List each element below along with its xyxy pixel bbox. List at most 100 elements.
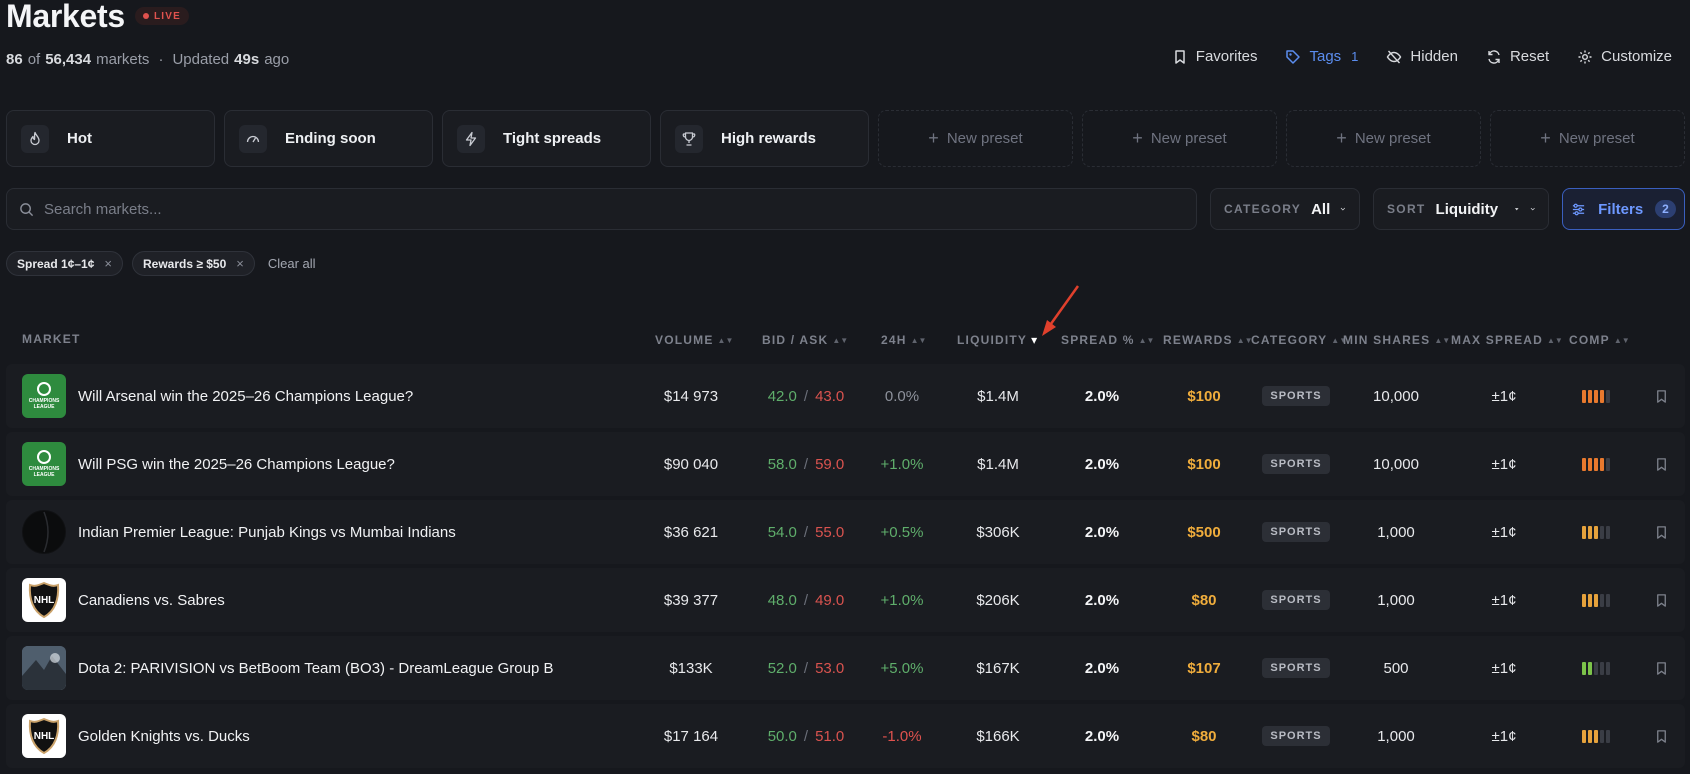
filters-button[interactable]: Filters 2 (1562, 188, 1685, 230)
comp-bar (1594, 593, 1598, 607)
comp-bar (1600, 525, 1604, 539)
column-header-min-shares[interactable]: MIN SHARES ▲▼ (1343, 333, 1450, 347)
preset-high-rewards[interactable]: High rewards (660, 110, 869, 167)
category-select[interactable]: CATEGORY All (1210, 188, 1360, 230)
column-header-comp[interactable]: COMP ▲▼ (1569, 333, 1630, 347)
category-badge: SPORTS (1262, 590, 1330, 610)
bookmark-icon (1656, 457, 1666, 471)
market-name[interactable]: Canadiens vs. Sabres (78, 591, 225, 609)
bookmark-button[interactable] (1649, 568, 1673, 632)
table-row[interactable]: NHL Canadiens vs. Sabres $39 377 48.0 / 49.0 +… (6, 568, 1685, 632)
column-header-category[interactable]: CATEGORY ▲▼ (1251, 333, 1347, 347)
column-header-market[interactable]: MARKET (22, 332, 81, 346)
sort-icon: ▲▼ (1138, 335, 1155, 345)
volume-cell: $90 040 (663, 455, 719, 473)
column-header-max-spread[interactable]: MAX SPREAD ▲▼ (1451, 333, 1563, 347)
liquidity-cell: $206K (976, 591, 1020, 609)
bid-ask-cell: 50.0 / 51.0 (754, 704, 858, 768)
filter-chip-rewards[interactable]: Rewards ≥ $50 × (131, 251, 255, 276)
column-header-24h[interactable]: 24H ▲▼ (881, 333, 926, 347)
reset-button[interactable]: Reset (1486, 48, 1549, 65)
liquidity-cell: $1.4M (977, 387, 1019, 405)
bid-ask-separator: / (803, 523, 809, 541)
category-select-label: CATEGORY (1224, 202, 1302, 216)
column-header-volume[interactable]: VOLUME ▲▼ (655, 333, 733, 347)
change-24h-cell: +0.5% (880, 523, 924, 541)
bid-value: 48.0 (767, 591, 797, 609)
sort-select-label: SORT (1387, 202, 1426, 216)
bookmark-button[interactable] (1649, 500, 1673, 564)
favorites-button[interactable]: Favorites (1172, 48, 1257, 65)
close-icon[interactable]: × (104, 256, 112, 271)
comp-bar (1582, 593, 1586, 607)
competition-meter (1576, 636, 1616, 700)
market-name[interactable]: Indian Premier League: Punjab Kings vs M… (78, 523, 456, 541)
new-preset-button[interactable]: + New preset (1286, 110, 1481, 167)
bid-ask-separator: / (803, 591, 809, 609)
new-preset-button[interactable]: + New preset (878, 110, 1073, 167)
new-preset-label: New preset (946, 130, 1023, 147)
volume-cell: $133K (669, 659, 713, 677)
preset-ending-soon[interactable]: Ending soon (224, 110, 433, 167)
bookmark-button[interactable] (1649, 636, 1673, 700)
live-label: LIVE (154, 10, 182, 22)
ask-value: 51.0 (815, 727, 845, 745)
sort-icon: ▲▼ (910, 335, 927, 345)
hidden-label: Hidden (1410, 48, 1458, 65)
max-spread-cell: ±1¢ (1491, 523, 1517, 541)
sort-select[interactable]: SORT Liquidity (1373, 188, 1549, 230)
hidden-button[interactable]: Hidden (1386, 48, 1458, 65)
market-name[interactable]: Dota 2: PARIVISION vs BetBoom Team (BO3)… (78, 659, 554, 677)
column-label: LIQUIDITY (957, 333, 1028, 347)
thumb-text: CHAMPIONS LEAGUE (28, 398, 60, 410)
preset-label: High rewards (721, 130, 817, 147)
ask-value: 49.0 (815, 591, 845, 609)
tags-button[interactable]: Tags 1 (1285, 48, 1358, 65)
table-row[interactable]: Indian Premier League: Punjab Kings vs M… (6, 500, 1685, 564)
column-label: MIN SHARES (1343, 333, 1431, 347)
preset-tight-spreads[interactable]: Tight spreads (442, 110, 651, 167)
preset-hot[interactable]: Hot (6, 110, 215, 167)
bookmark-button[interactable] (1649, 704, 1673, 768)
liquidity-cell: $1.4M (977, 455, 1019, 473)
filters-label: Filters (1598, 200, 1644, 218)
category-badge: SPORTS (1262, 726, 1330, 746)
column-header-spread[interactable]: SPREAD % ▲▼ (1061, 333, 1154, 347)
column-header-liquidity[interactable]: LIQUIDITY ▾ (957, 333, 1037, 347)
comp-bar (1582, 525, 1586, 539)
plus-icon: + (1132, 128, 1143, 148)
column-header-bid-ask[interactable]: BID / ASK ▲▼ (762, 333, 848, 347)
spread-cell: 2.0% (1084, 659, 1120, 677)
filter-chip-spread[interactable]: Spread 1¢–1¢ × (6, 251, 123, 276)
rewards-cell: $80 (1191, 727, 1217, 745)
new-preset-button[interactable]: + New preset (1082, 110, 1277, 167)
max-spread-cell: ±1¢ (1491, 591, 1517, 609)
bid-ask-separator: / (803, 727, 809, 745)
bookmark-button[interactable] (1649, 364, 1673, 428)
min-shares-cell: 1,000 (1377, 523, 1415, 541)
comp-bar (1588, 525, 1592, 539)
chevron-down-icon (1530, 207, 1535, 211)
sort-direction-icon[interactable] (1514, 203, 1519, 215)
table-row[interactable]: NHL Golden Knights vs. Ducks $17 164 50.0/5… (6, 704, 1685, 768)
clear-all-link[interactable]: Clear all (267, 256, 316, 271)
max-spread-cell: ±1¢ (1491, 455, 1517, 473)
bookmark-button[interactable] (1649, 432, 1673, 496)
bid-ask-separator: / (803, 455, 809, 473)
market-name[interactable]: Golden Knights vs. Ducks (78, 727, 250, 745)
market-name[interactable]: Will Arsenal win the 2025–26 Champions L… (78, 387, 414, 405)
table-row[interactable]: Dota 2: PARIVISION vs BetBoom Team (BO3)… (6, 636, 1685, 700)
close-icon[interactable]: × (236, 256, 244, 271)
search-input[interactable] (44, 200, 1144, 218)
category-select-value: All (1311, 200, 1331, 218)
table-row[interactable]: CHAMPIONS LEAGUE Will PSG win the 2025–26… (6, 432, 1685, 496)
new-preset-button[interactable]: + New preset (1490, 110, 1685, 167)
chevron-down-icon (1340, 207, 1346, 211)
table-row[interactable]: CHAMPIONS LEAGUE Will Arsenal win the 202… (6, 364, 1685, 428)
customize-button[interactable]: Customize (1577, 48, 1672, 65)
market-name[interactable]: Will PSG win the 2025–26 Champions Leagu… (78, 455, 395, 473)
bookmark-icon (1656, 525, 1666, 539)
spread-cell: 2.0% (1084, 523, 1120, 541)
spread-cell: 2.0% (1084, 455, 1120, 473)
column-header-rewards[interactable]: REWARDS ▲▼ (1163, 333, 1253, 347)
